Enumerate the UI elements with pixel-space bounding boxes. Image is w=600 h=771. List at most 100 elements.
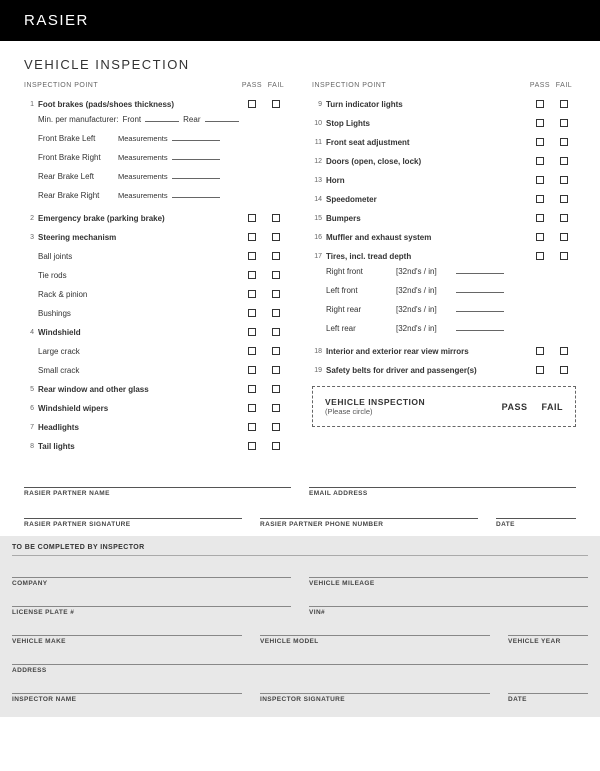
fail-checkbox[interactable] — [272, 100, 280, 108]
sig-line[interactable] — [508, 676, 588, 694]
inspection-columns: INSPECTION POINT PASS FAIL 1 Foot brakes… — [24, 82, 576, 456]
mfr-front-field[interactable] — [145, 114, 179, 122]
pass-checkbox[interactable] — [248, 366, 256, 374]
sig-line[interactable] — [12, 676, 242, 694]
sig-line[interactable] — [260, 676, 490, 694]
mfr-rear: Rear — [183, 115, 200, 124]
pass-checkbox[interactable] — [536, 138, 544, 146]
sig-line[interactable] — [508, 618, 588, 636]
sub-label: Small crack — [24, 366, 240, 375]
pass-checkbox[interactable] — [536, 347, 544, 355]
sig-line[interactable] — [12, 560, 291, 578]
meas-field[interactable] — [172, 152, 220, 160]
sig-line[interactable] — [24, 501, 242, 519]
fail-checkbox[interactable] — [560, 176, 568, 184]
sig-line[interactable] — [309, 589, 588, 607]
pass-checkbox[interactable] — [536, 233, 544, 241]
result-pass[interactable]: PASS — [502, 402, 528, 412]
fail-checkbox[interactable] — [560, 214, 568, 222]
item-horn: 13Horn — [312, 171, 576, 190]
fail-checkbox[interactable] — [560, 347, 568, 355]
pass-checkbox[interactable] — [536, 366, 544, 374]
pass-checkbox[interactable] — [536, 100, 544, 108]
mfr-rear-field[interactable] — [205, 114, 239, 122]
item-label: Tail lights — [38, 442, 240, 451]
item-label: Muffler and exhaust system — [326, 233, 528, 242]
pass-checkbox[interactable] — [248, 214, 256, 222]
sig-line[interactable] — [12, 589, 291, 607]
fail-checkbox[interactable] — [560, 100, 568, 108]
pass-checkbox[interactable] — [248, 100, 256, 108]
fail-checkbox[interactable] — [560, 252, 568, 260]
pass-checkbox[interactable] — [536, 195, 544, 203]
sig-line[interactable] — [496, 501, 576, 519]
fail-checkbox[interactable] — [272, 214, 280, 222]
meas-field[interactable] — [172, 171, 220, 179]
pass-checkbox[interactable] — [248, 290, 256, 298]
field-model: VEHICLE MODEL — [260, 618, 490, 645]
fail-checkbox[interactable] — [560, 157, 568, 165]
meas-label: Front Brake Right — [38, 153, 118, 162]
sig-line[interactable] — [260, 501, 478, 519]
result-box: VEHICLE INSPECTION (Please circle) PASS … — [312, 386, 576, 427]
sub-large-crack: Large crack — [24, 342, 288, 361]
pass-checkbox[interactable] — [536, 214, 544, 222]
sig-line[interactable] — [309, 470, 576, 488]
pass-checkbox[interactable] — [536, 157, 544, 165]
fail-checkbox[interactable] — [272, 290, 280, 298]
item-headlights: 7Headlights — [24, 418, 288, 437]
pass-checkbox[interactable] — [248, 423, 256, 431]
pass-checkbox[interactable] — [248, 404, 256, 412]
item-num: 13 — [312, 177, 322, 184]
fail-checkbox[interactable] — [272, 271, 280, 279]
sig-line[interactable] — [260, 618, 490, 636]
pass-checkbox[interactable] — [248, 347, 256, 355]
fail-checkbox[interactable] — [560, 366, 568, 374]
fail-checkbox[interactable] — [272, 423, 280, 431]
fail-checkbox[interactable] — [272, 252, 280, 260]
item-muffler: 16Muffler and exhaust system — [312, 228, 576, 247]
sig-line[interactable] — [24, 470, 291, 488]
tire-field[interactable] — [456, 285, 504, 293]
item-label: Emergency brake (parking brake) — [38, 214, 240, 223]
meas-field[interactable] — [172, 133, 220, 141]
result-fail[interactable]: FAIL — [542, 402, 564, 412]
result-sub: (Please circle) — [325, 407, 488, 416]
sig-line[interactable] — [309, 560, 588, 578]
pass-checkbox[interactable] — [536, 119, 544, 127]
fail-checkbox[interactable] — [272, 328, 280, 336]
fail-checkbox[interactable] — [560, 195, 568, 203]
pass-checkbox[interactable] — [248, 442, 256, 450]
fail-checkbox[interactable] — [272, 404, 280, 412]
fail-checkbox[interactable] — [272, 309, 280, 317]
fail-checkbox[interactable] — [560, 138, 568, 146]
fail-checkbox[interactable] — [272, 347, 280, 355]
sig-label: RASIER PARTNER PHONE NUMBER — [260, 521, 478, 528]
pass-checkbox[interactable] — [536, 176, 544, 184]
header-pass: PASS — [528, 82, 552, 89]
sig-line[interactable] — [12, 647, 588, 665]
sig-label: VEHICLE YEAR — [508, 638, 588, 645]
sig-label: VEHICLE MAKE — [12, 638, 242, 645]
tire-field[interactable] — [456, 323, 504, 331]
field-address: ADDRESS — [12, 647, 588, 674]
item-num: 8 — [24, 443, 34, 450]
fail-checkbox[interactable] — [272, 442, 280, 450]
fail-checkbox[interactable] — [272, 233, 280, 241]
pass-checkbox[interactable] — [248, 385, 256, 393]
fail-checkbox[interactable] — [560, 119, 568, 127]
pass-checkbox[interactable] — [248, 271, 256, 279]
pass-checkbox[interactable] — [536, 252, 544, 260]
pass-checkbox[interactable] — [248, 328, 256, 336]
fail-checkbox[interactable] — [272, 385, 280, 393]
tire-field[interactable] — [456, 304, 504, 312]
fail-checkbox[interactable] — [272, 366, 280, 374]
fail-checkbox[interactable] — [560, 233, 568, 241]
meas-field[interactable] — [172, 190, 220, 198]
item-num: 2 — [24, 215, 34, 222]
tire-field[interactable] — [456, 266, 504, 274]
sig-line[interactable] — [12, 618, 242, 636]
pass-checkbox[interactable] — [248, 252, 256, 260]
pass-checkbox[interactable] — [248, 309, 256, 317]
pass-checkbox[interactable] — [248, 233, 256, 241]
